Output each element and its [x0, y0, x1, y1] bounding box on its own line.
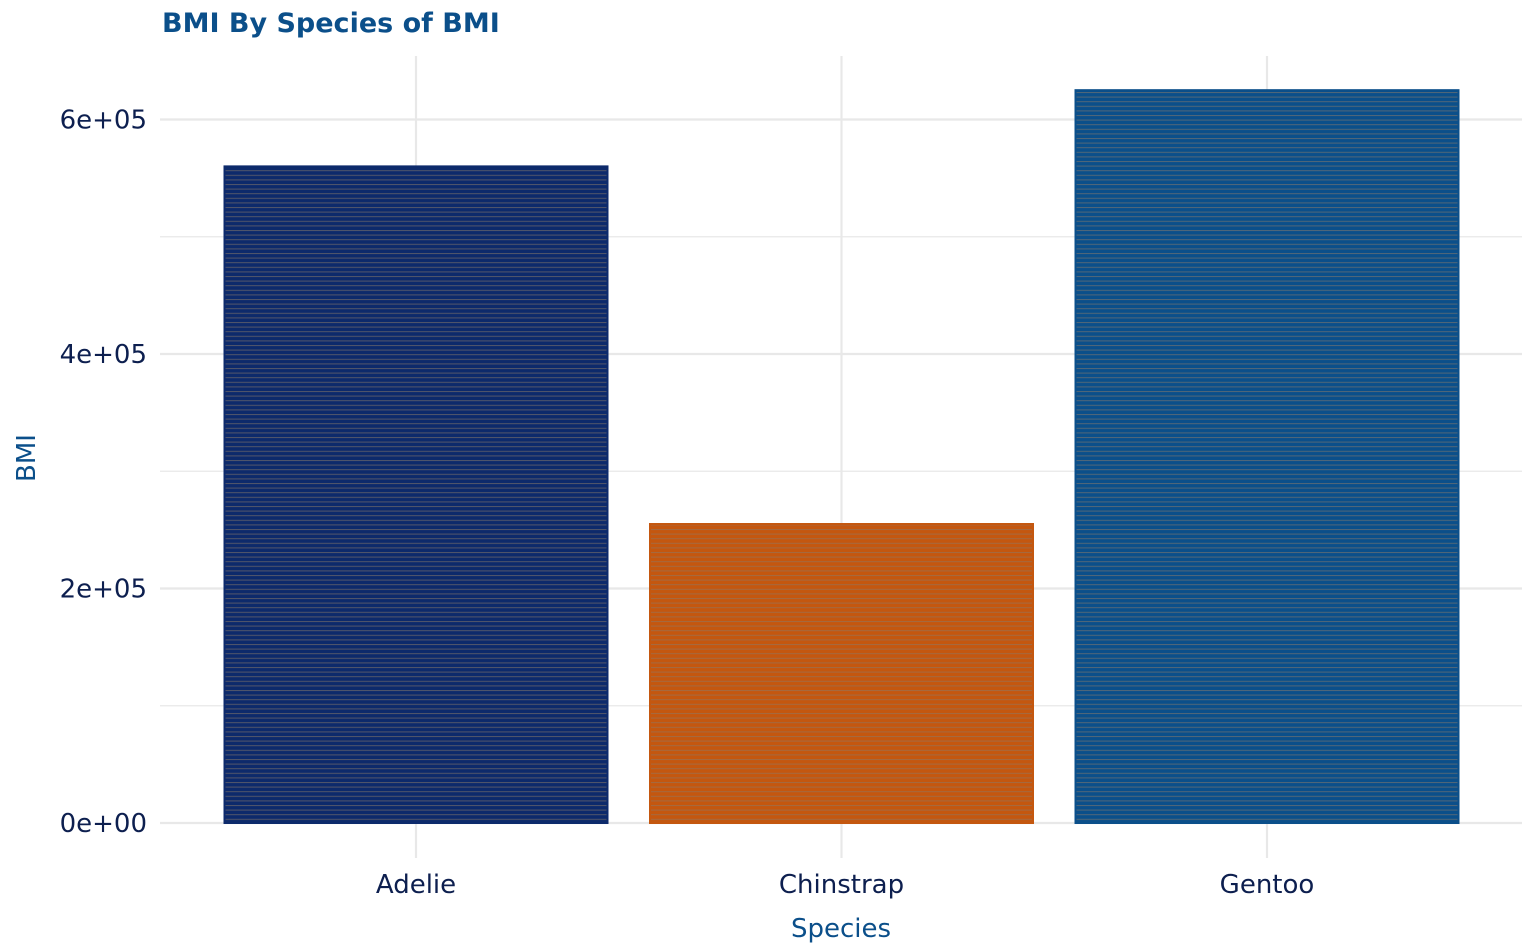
y-tick-label: 6e+05: [60, 105, 147, 135]
x-tick-label: Chinstrap: [779, 870, 904, 900]
bars: [223, 89, 1460, 824]
x-tick-labels: Adelie Chinstrap Gentoo: [376, 870, 1314, 900]
bar-gentoo: [1074, 89, 1460, 824]
y-tick-labels: 0e+00 2e+05 4e+05 6e+05: [60, 105, 147, 839]
y-tick-label: 2e+05: [60, 574, 147, 604]
bar-chinstrap: [649, 523, 1034, 824]
chart-title: BMI By Species of BMI: [162, 8, 500, 39]
x-tick-label: Adelie: [376, 870, 456, 900]
y-tick-label: 0e+00: [60, 809, 147, 839]
y-axis-title: BMI: [12, 434, 42, 482]
x-axis-title: Species: [791, 914, 891, 944]
y-tick-label: 4e+05: [60, 340, 147, 370]
bar-adelie: [223, 165, 609, 824]
x-tick-label: Gentoo: [1220, 870, 1315, 900]
